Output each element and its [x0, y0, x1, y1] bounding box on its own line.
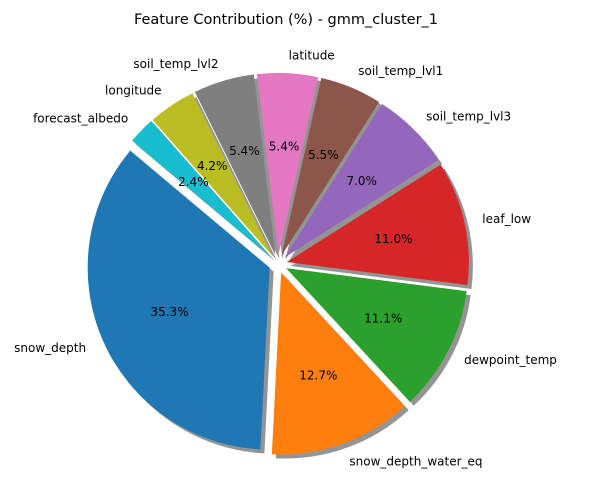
slice-labels: snow_depth snow_depth_water_eq dewpoint_te… — [14, 48, 557, 468]
slice-label-dewpoint-temp: dewpoint_temp — [464, 353, 557, 367]
percent-label-snow-depth-water-eq: 12.7% — [299, 369, 337, 383]
percent-label-dewpoint-temp: 11.1% — [364, 312, 402, 326]
slice-snow-depth — [87, 150, 270, 450]
percent-labels: 35.3%12.7%11.1%11.0%7.0%5.5%5.4%5.4%4.2%… — [150, 139, 412, 382]
percent-label-leaf-low: 11.0% — [374, 232, 412, 246]
slice-forecast-albedo — [132, 121, 272, 258]
slice-dewpoint-temp — [286, 268, 467, 402]
percent-label-soil-temp-lvl3: 7.0% — [346, 174, 377, 188]
slice-label-snow-depth-water-eq: snow_depth_water_eq — [349, 454, 482, 468]
slice-label-longitude: longitude — [105, 84, 162, 98]
slice-label-latitude: latitude — [289, 48, 335, 62]
slice-snow-depth-water-eq — [271, 272, 405, 455]
slice-label-soil-temp-lvl3: soil_temp_lvl3 — [426, 110, 511, 124]
percent-label-longitude: 4.2% — [197, 159, 228, 173]
slice-soil-temp-lvl2 — [194, 74, 276, 256]
chart-title: Feature Contribution (%) - gmm_cluster_1 — [134, 12, 438, 28]
slice-latitude — [256, 72, 319, 255]
slice-label-soil-temp-lvl2: soil_temp_lvl2 — [133, 57, 218, 71]
slice-label-soil-temp-lvl1: soil_temp_lvl1 — [358, 64, 443, 78]
percent-label-latitude: 5.4% — [269, 139, 300, 153]
slice-soil-temp-lvl3 — [284, 103, 439, 258]
slice-label-forecast-albedo: forecast_albedo — [33, 111, 128, 125]
slice-label-snow-depth: snow_depth — [14, 341, 86, 355]
percent-label-soil-temp-lvl1: 5.5% — [308, 148, 339, 162]
percent-label-soil-temp-lvl2: 5.4% — [229, 144, 260, 158]
percent-label-snow-depth: 35.3% — [150, 305, 188, 319]
pie-slices — [87, 72, 469, 455]
slice-leaf-low — [286, 164, 469, 285]
slice-soil-temp-lvl1 — [281, 78, 380, 256]
slice-label-leaf-low: leaf_low — [482, 212, 531, 226]
percent-label-forecast-albedo: 2.4% — [178, 175, 209, 189]
slice-longitude — [152, 93, 273, 257]
